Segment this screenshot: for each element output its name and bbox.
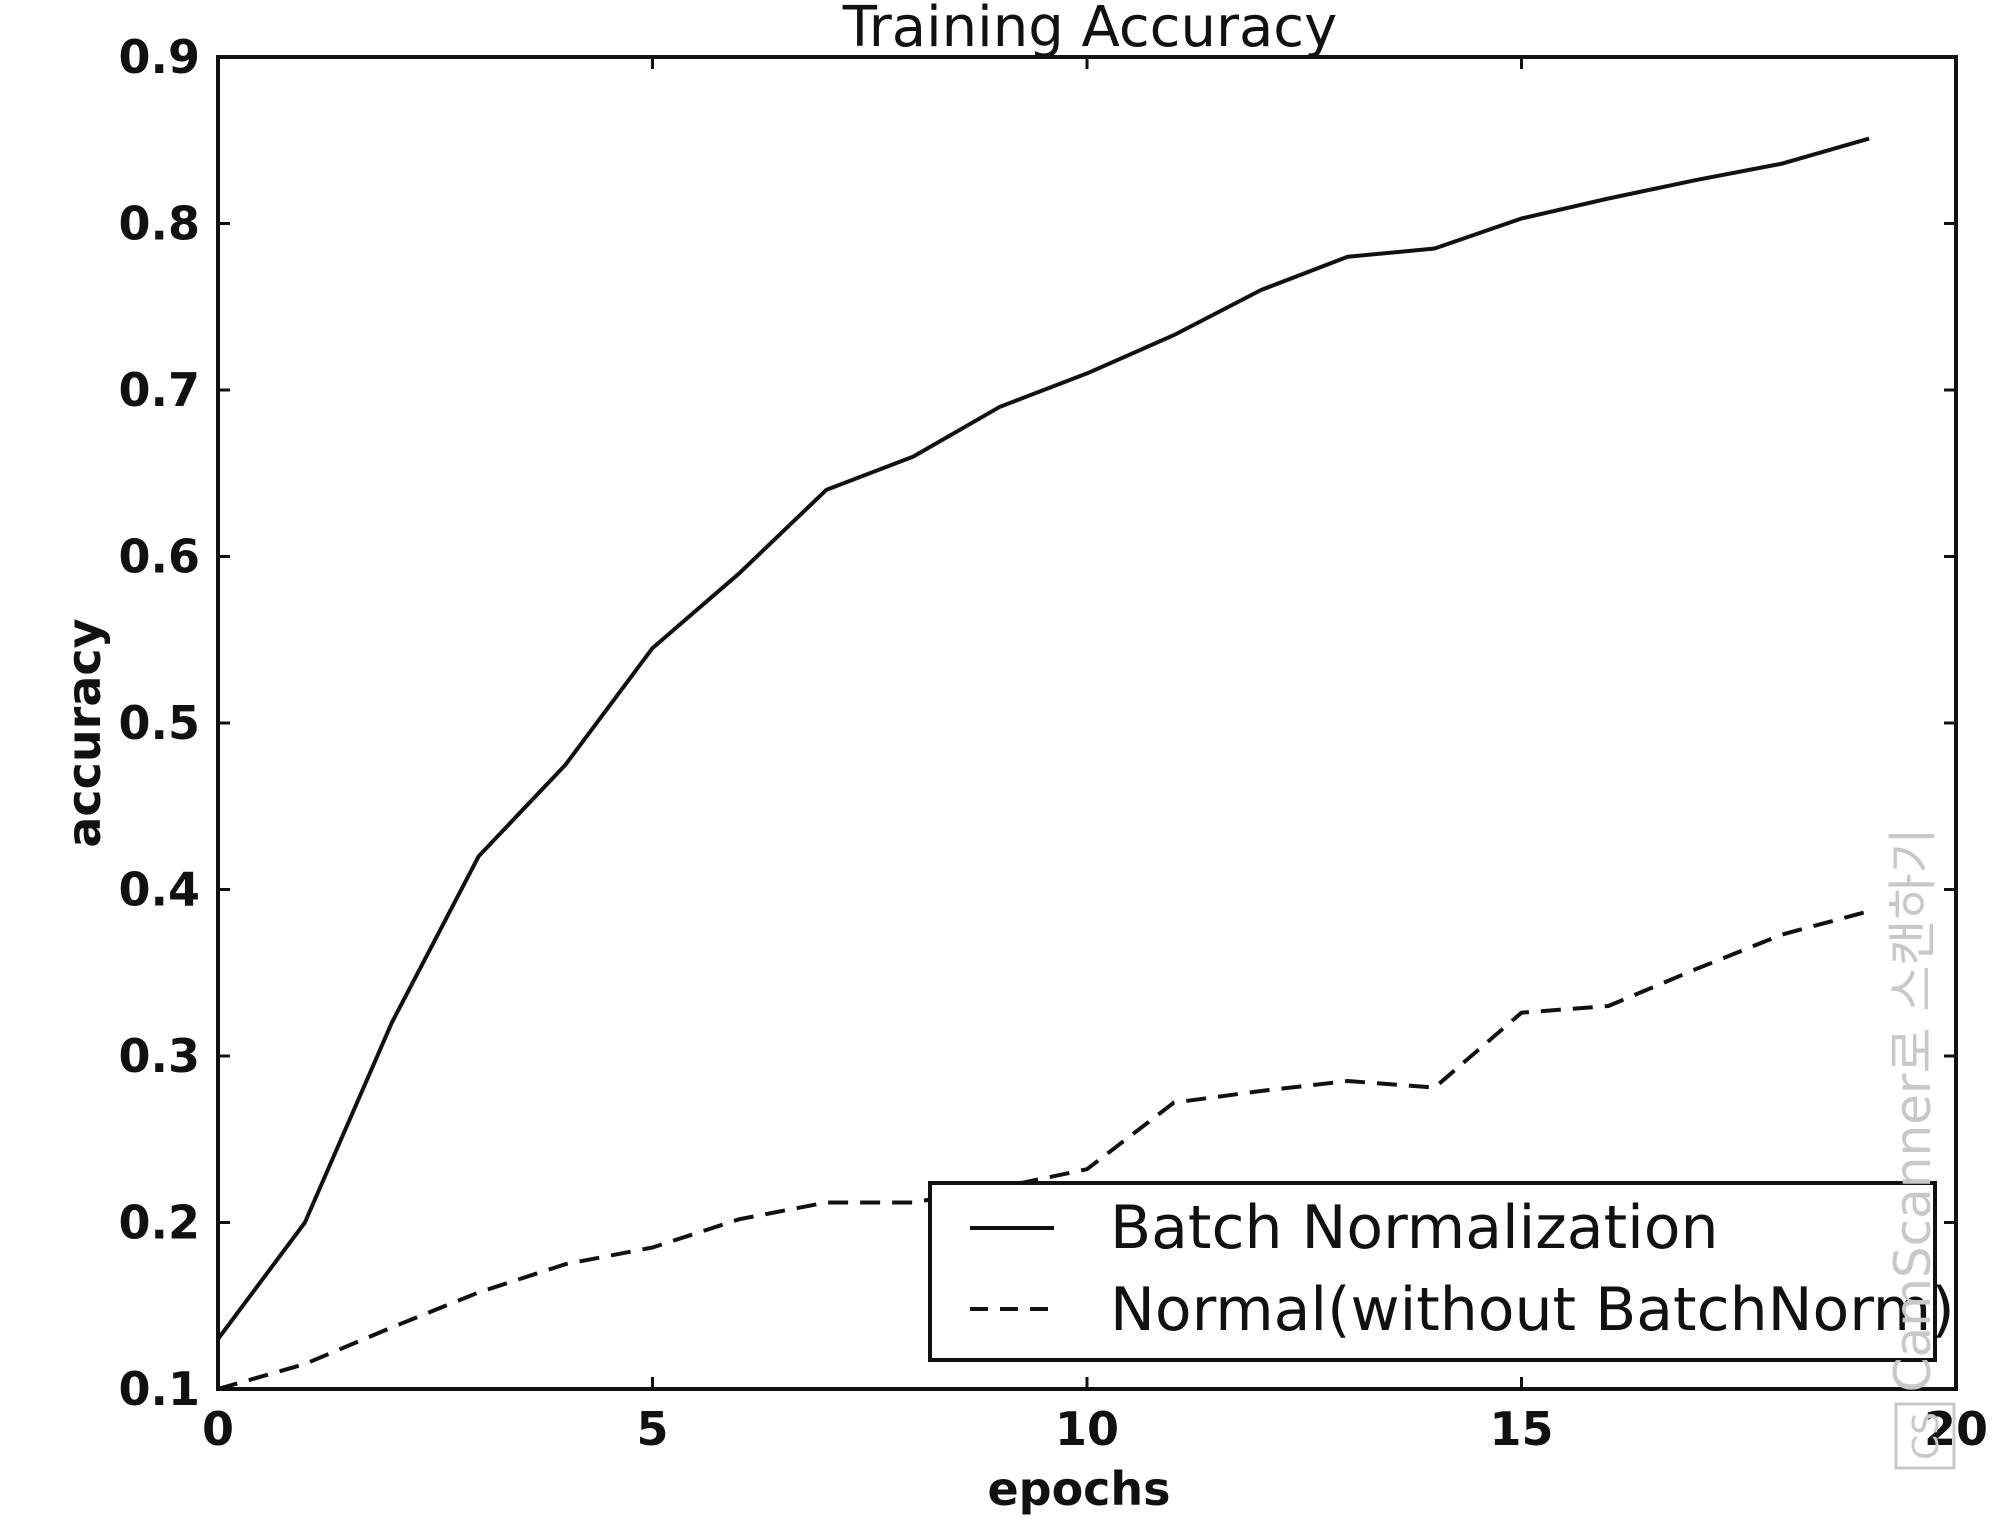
- x-tick-label: 5: [636, 1402, 668, 1456]
- y-tick-label: 0.4: [119, 863, 201, 917]
- y-tick-label: 0.3: [119, 1029, 201, 1083]
- x-tick-label: 10: [1055, 1402, 1119, 1456]
- x-tick-label: 0: [202, 1402, 234, 1456]
- series-line-batch-normalization: [216, 136, 1870, 1341]
- x-axis-label: epochs: [987, 1462, 1170, 1516]
- legend: Batch Normalization Normal(without Batch…: [928, 1181, 1955, 1362]
- legend-label-batch-norm: Batch Normalization: [1110, 1193, 1719, 1263]
- y-axis-label: accuracy: [57, 618, 111, 847]
- legend-box: [928, 1181, 1937, 1362]
- y-tick-label: 0.9: [119, 30, 201, 84]
- watermark-badge: CS: [1906, 1412, 1947, 1460]
- y-tick-label: 0.5: [119, 696, 201, 750]
- watermark: CamScanner로 스캔하기 CS: [1884, 828, 1956, 1470]
- chart-title: Training Accuracy: [842, 0, 1337, 60]
- watermark-text: CamScanner로 스캔하기: [1884, 828, 1942, 1393]
- y-tick-label: 0.2: [119, 1196, 201, 1250]
- y-tick-label: 0.8: [119, 197, 201, 251]
- y-tick-label: 0.1: [119, 1362, 201, 1416]
- watermark-badge-frame: [1894, 1402, 1956, 1470]
- x-tick-label: 15: [1489, 1402, 1553, 1456]
- y-tick-label: 0.6: [119, 530, 201, 584]
- x-tick-labels: 0 5 10 15 20: [202, 1402, 1988, 1456]
- series-line-normal-without-batchnorm: [217, 909, 1870, 1391]
- x-tick-label: 20: [1924, 1402, 1988, 1456]
- y-tick-label: 0.7: [119, 363, 201, 417]
- plot-frame: [216, 55, 1958, 1391]
- series-lines: [216, 136, 1870, 1391]
- legend-label-normal: Normal(without BatchNorm): [1110, 1275, 1955, 1345]
- y-tick-labels: 0.1 0.2 0.3 0.4 0.5 0.6 0.7 0.8 0.9: [119, 30, 201, 1416]
